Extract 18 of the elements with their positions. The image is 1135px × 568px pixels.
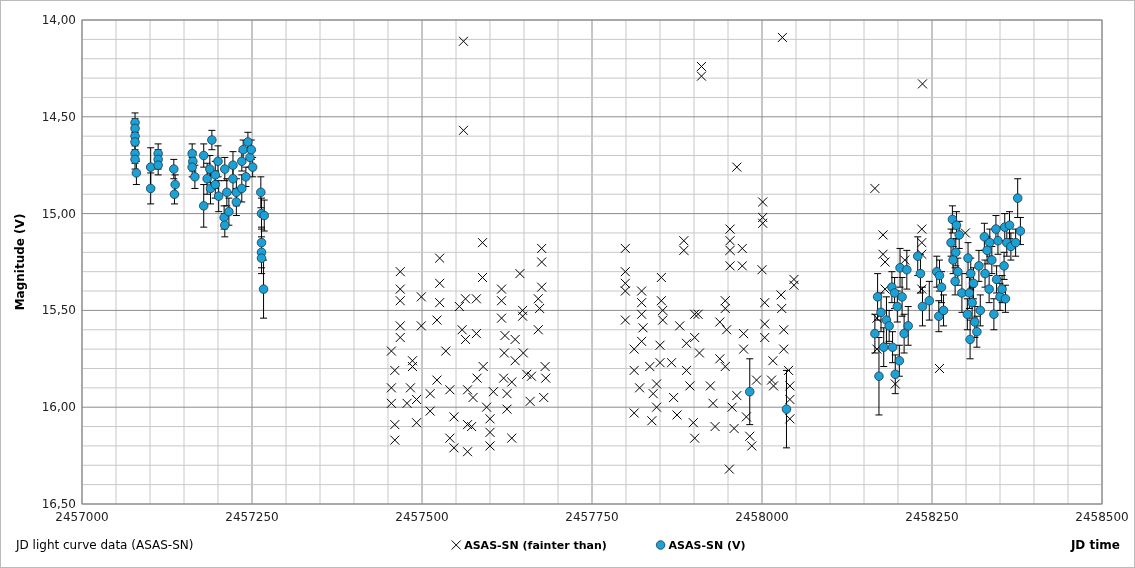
x-axis-title: JD time bbox=[1069, 538, 1120, 552]
legend-label: ASAS-SN (V) bbox=[668, 539, 746, 552]
y-tick-label: 14,00 bbox=[41, 13, 76, 27]
y-tick-label: 16,50 bbox=[41, 497, 76, 511]
x-tick-label: 2458500 bbox=[1075, 510, 1129, 524]
y-axis-title: Magnitude (V) bbox=[13, 213, 27, 311]
x-tick-label: 2457000 bbox=[55, 510, 109, 524]
y-tick-label: 15,00 bbox=[41, 206, 76, 221]
x-tick-label: 2458250 bbox=[905, 510, 959, 524]
y-tick-label: 15,50 bbox=[41, 303, 76, 318]
y-tick-label: 14,50 bbox=[41, 109, 76, 124]
x-tick-label: 2457500 bbox=[395, 510, 449, 524]
y-tick-label: 16,00 bbox=[41, 400, 76, 415]
text: JD light curve data (ASAS-SN) bbox=[15, 538, 194, 552]
x-tick-label: 2457750 bbox=[565, 510, 619, 524]
x-tick-label: 2458000 bbox=[735, 510, 789, 524]
legend-label: ASAS-SN (fainter than) bbox=[464, 539, 607, 552]
x-tick-label: 2457250 bbox=[225, 510, 279, 524]
